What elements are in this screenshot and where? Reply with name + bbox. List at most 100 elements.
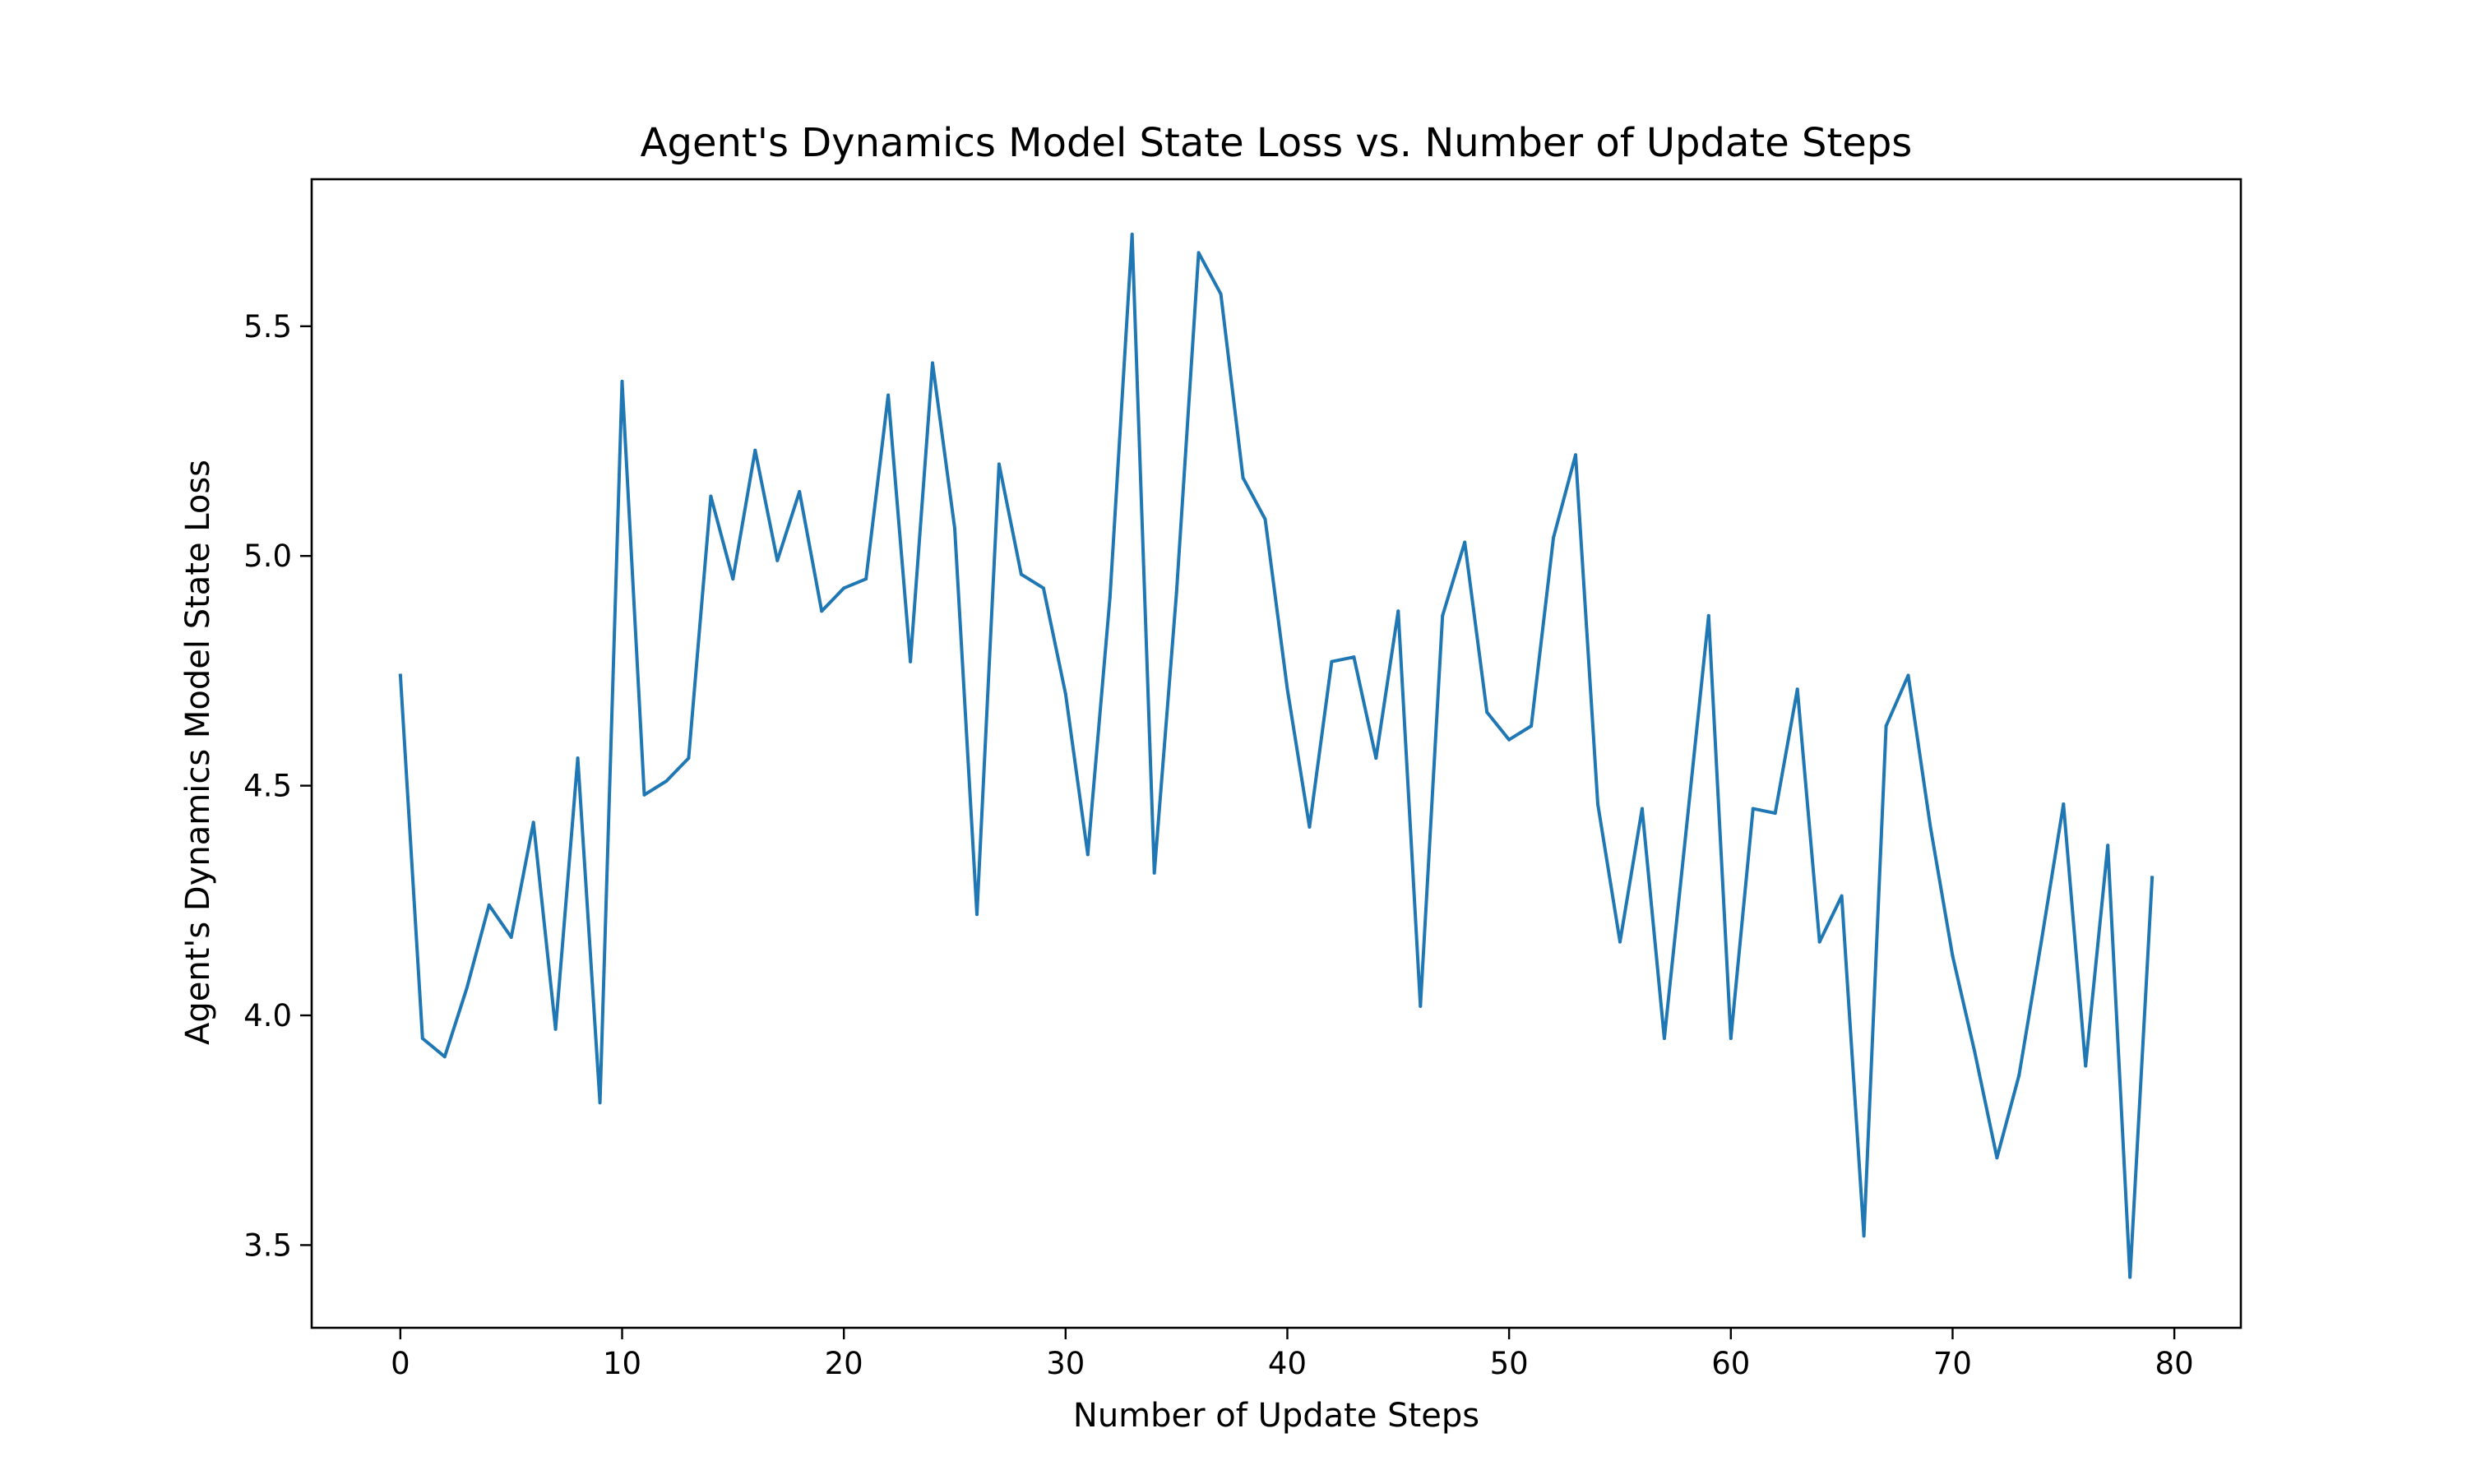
data-layer [398, 233, 2155, 1279]
data-point [1441, 613, 1445, 617]
data-point [1263, 517, 1267, 521]
data-point [2150, 876, 2155, 880]
data-point [709, 494, 713, 498]
data-point [1795, 687, 1799, 691]
data-point [1906, 673, 1910, 677]
data-point [1618, 940, 1622, 944]
x-tick-label: 80 [2155, 1346, 2194, 1381]
data-point [1330, 659, 1334, 663]
data-point [2017, 1073, 2021, 1077]
y-axis-label: Agent's Dynamics Model State Loss [179, 460, 217, 1045]
data-point [2106, 844, 2110, 848]
data-point [1840, 894, 1844, 898]
x-tick-label: 50 [1490, 1346, 1529, 1381]
data-point [1928, 825, 1932, 829]
series-line [398, 233, 2155, 1279]
data-point [1219, 292, 1223, 296]
x-tick-label: 20 [825, 1346, 863, 1381]
data-point [974, 913, 979, 917]
x-axis-label: Number of Update Steps [1073, 1397, 1479, 1435]
data-point [1530, 724, 1534, 728]
data-point [953, 526, 956, 530]
y-tick-label: 4.0 [243, 998, 292, 1033]
data-point [798, 489, 802, 493]
x-tick-label: 0 [391, 1346, 410, 1381]
data-point [2062, 802, 2066, 806]
data-point [864, 577, 868, 581]
data-point [1884, 724, 1888, 728]
data-point [687, 756, 691, 760]
x-tick-label: 40 [1268, 1346, 1307, 1381]
data-point [1152, 871, 1156, 875]
plot-frame [310, 178, 2243, 1329]
data-point [1574, 453, 1578, 457]
data-point [1419, 1004, 1423, 1008]
y-tick-label: 3.5 [243, 1227, 292, 1263]
data-point [1640, 807, 1644, 811]
data-point [1285, 687, 1289, 691]
data-point [1352, 655, 1356, 659]
data-point [1995, 1156, 1999, 1160]
data-point [2039, 940, 2043, 944]
data-point [1751, 807, 1755, 811]
data-point [1241, 476, 1245, 480]
data-point [1174, 590, 1178, 594]
data-point [1085, 853, 1090, 857]
data-point [1773, 811, 1777, 816]
data-point [398, 673, 402, 677]
data-point [1706, 613, 1710, 617]
data-point [1041, 586, 1045, 590]
data-point [1662, 1036, 1666, 1040]
data-point [576, 756, 580, 760]
data-point [1130, 233, 1134, 237]
data-point [1485, 710, 1489, 714]
data-point [909, 659, 913, 663]
data-point [1374, 756, 1378, 760]
data-point [931, 361, 935, 365]
data-point [753, 448, 757, 452]
data-point [620, 379, 624, 383]
ticks-layer: 0 10 20 30 40 50 60 70 80 3.5 4.0 4.5 5.0 5.5 [243, 309, 2193, 1381]
data-point [2084, 1064, 2088, 1068]
data-point [1507, 737, 1511, 742]
data-point [1596, 802, 1599, 806]
data-point [1063, 691, 1067, 696]
data-point [598, 1101, 602, 1105]
data-point [1396, 609, 1400, 613]
data-point [664, 779, 669, 784]
data-point [420, 1036, 424, 1040]
data-point [731, 577, 735, 581]
data-point [820, 609, 824, 613]
data-point [487, 903, 491, 907]
y-tick-label: 5.5 [243, 309, 292, 344]
chart-title: Agent's Dynamics Model State Loss vs. Nu… [641, 120, 1913, 166]
data-point [1951, 954, 1955, 958]
data-point [642, 793, 646, 797]
y-tick-label: 5.0 [243, 539, 292, 574]
x-tick-label: 10 [603, 1346, 641, 1381]
data-point [509, 936, 513, 940]
data-point [2128, 1275, 2132, 1279]
data-point [842, 586, 846, 590]
data-point [1308, 825, 1312, 829]
data-point [1973, 1050, 1977, 1054]
data-point [1108, 595, 1112, 599]
data-point [465, 986, 469, 990]
x-tick-label: 70 [1933, 1346, 1972, 1381]
data-point [1817, 940, 1821, 944]
data-point [1019, 572, 1023, 576]
data-point [775, 558, 780, 562]
data-point [886, 393, 891, 397]
data-point [442, 1055, 447, 1059]
data-point [1862, 1234, 1866, 1238]
data-point [1196, 251, 1201, 255]
x-tick-label: 60 [1711, 1346, 1750, 1381]
data-point [1463, 540, 1467, 544]
data-point [1552, 535, 1556, 539]
data-point [1729, 1036, 1733, 1040]
data-point [997, 462, 1001, 466]
x-tick-label: 30 [1046, 1346, 1085, 1381]
y-tick-label: 4.5 [243, 769, 292, 804]
